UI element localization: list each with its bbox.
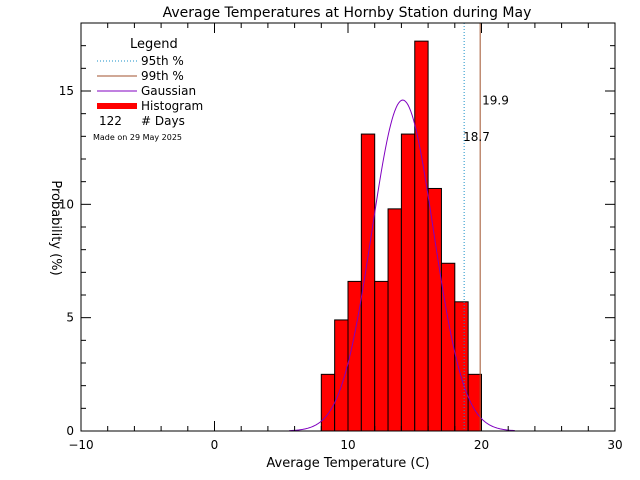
legend-title: Legend [130, 37, 178, 52]
histogram-bar [440, 262, 456, 432]
histogram-bar [320, 373, 336, 432]
histogram-bar [427, 187, 442, 432]
histogram-bar [334, 319, 349, 432]
y-tick-label: 10 [59, 197, 74, 211]
x-tick-label: 10 [340, 438, 355, 452]
y-tick-label: 0 [66, 424, 74, 438]
legend-histogram-label: Histogram [141, 99, 203, 113]
gaussian-curve [289, 99, 515, 432]
histogram-bar [400, 133, 416, 432]
legend-days-count: 122 [99, 114, 122, 128]
percentile-95-label: 18.7 [463, 130, 490, 144]
x-tick-label: 20 [474, 438, 489, 452]
histogram-bar [374, 280, 389, 432]
y-tick-label: 15 [59, 84, 74, 98]
chart-title: Average Temperatures at Hornby Station d… [163, 5, 532, 21]
histogram-bar [467, 373, 482, 432]
x-axis-title: Average Temperature (C) [266, 456, 429, 471]
legend-gaussian-label: Gaussian [141, 84, 196, 98]
histogram-bar [387, 208, 402, 432]
histogram-bar [454, 301, 469, 432]
legend-p99-label: 99th % [141, 69, 184, 83]
histogram-bar [414, 40, 429, 432]
x-tick-label: 0 [211, 438, 219, 452]
legend-p95-label: 95th % [141, 54, 184, 68]
legend-days-label: # Days [141, 114, 185, 128]
x-tick-label: 30 [607, 438, 622, 452]
y-tick-label: 5 [66, 311, 74, 325]
made-on-note: Made on 29 May 2025 [93, 133, 182, 142]
percentile-99-label: 19.9 [482, 94, 509, 108]
legend: Legend 95th % 99th % Gaussian Histogram … [93, 37, 203, 142]
y-axis-title: Probability (%) [48, 180, 63, 275]
x-tick-label: −10 [68, 438, 93, 452]
